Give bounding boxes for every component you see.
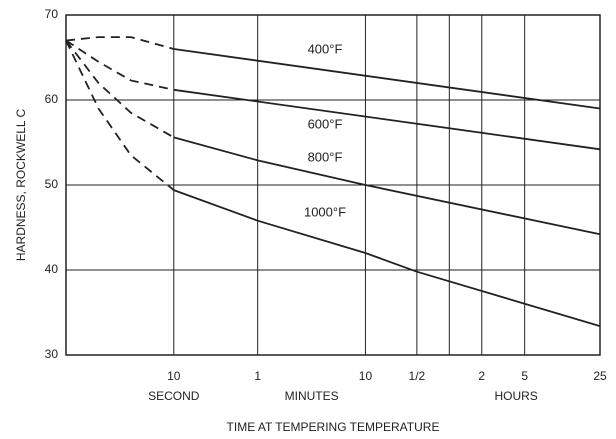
series-line <box>173 88 601 151</box>
series-line-dashed <box>65 36 175 50</box>
series-line <box>173 136 601 236</box>
y-tick-label: 30 <box>45 347 59 361</box>
x-unit-label: HOURS <box>494 389 537 403</box>
series-line <box>173 189 601 327</box>
series-label: 600°F <box>308 116 343 131</box>
y-tick-label: 50 <box>45 177 59 191</box>
series-label: 400°F <box>308 41 343 56</box>
y-tick-label: 60 <box>45 92 59 106</box>
x-tick-label: 1/2 <box>409 369 426 383</box>
series-line-dashed <box>65 39 174 91</box>
x-unit-label: SECOND <box>148 389 200 403</box>
series-line-dashed <box>65 39 175 139</box>
x-tick-label: 5 <box>521 369 528 383</box>
series-line-dashed <box>65 40 175 191</box>
x-tick-label: 25 <box>593 369 607 383</box>
x-tick-label: 2 <box>478 369 485 383</box>
y-axis-title: HARDNESS, ROCKWELL C <box>14 109 28 262</box>
y-tick-label: 40 <box>45 262 59 276</box>
x-tick-label: 1 <box>254 369 261 383</box>
series-label: 1000°F <box>304 204 346 219</box>
y-tick-label: 70 <box>45 7 59 21</box>
x-axis-title: TIME AT TEMPERING TEMPERATURE <box>227 420 440 434</box>
x-unit-label: MINUTES <box>285 389 339 403</box>
x-tick-label: 10 <box>167 369 181 383</box>
series-line <box>173 48 601 110</box>
series-label: 800°F <box>308 149 343 164</box>
plot-frame <box>65 14 601 356</box>
x-tick-label: 10 <box>359 369 373 383</box>
